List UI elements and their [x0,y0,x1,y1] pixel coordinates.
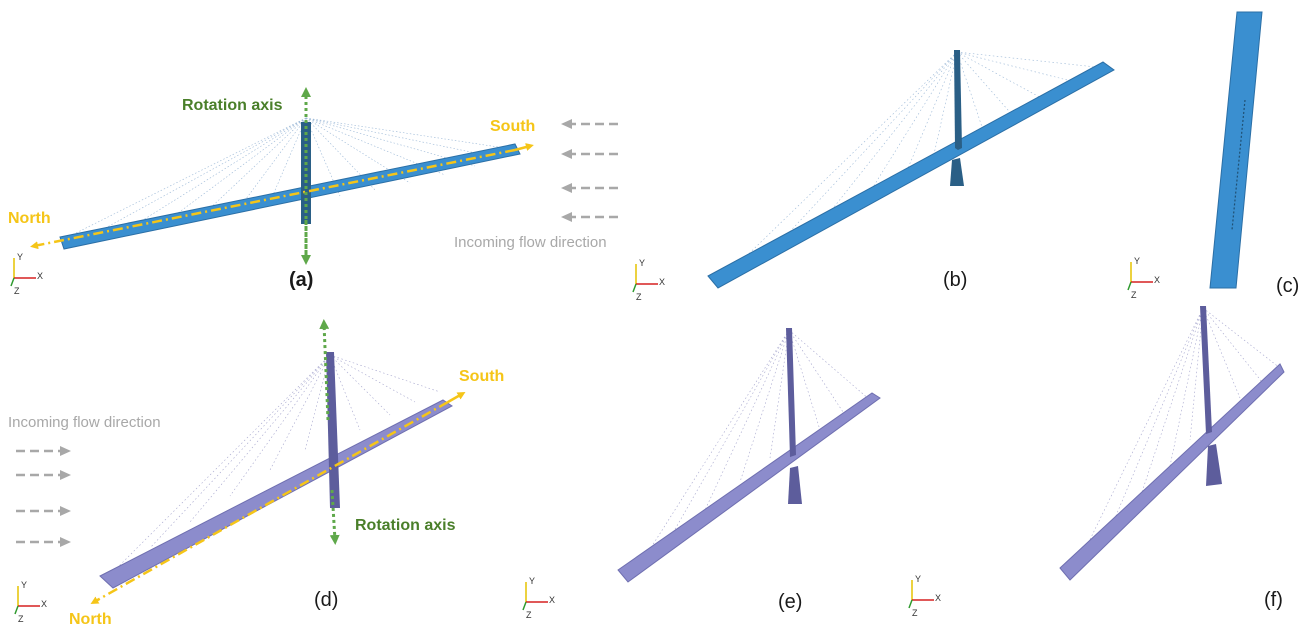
panel-b [707,50,1115,289]
deck-e [617,392,881,583]
triad-b-z: Z [636,292,642,302]
panel-d [90,319,466,604]
triad-e-y: Y [529,576,535,586]
south-north-axis-d [90,400,449,604]
panel-e [617,328,881,583]
triad-a-z: Z [14,286,20,296]
incoming-flow-label-right: Incoming flow direction [454,234,607,251]
north-label-a: North [8,210,51,227]
deck-a [59,143,521,250]
axis-triad-a [10,258,36,287]
panel-label-e: (e) [778,591,803,613]
rotation-axis-label-d: Rotation axis [355,517,456,534]
axis-triad-d [14,586,40,615]
cable-fan-b [729,51,1106,273]
tower-f [1200,306,1212,434]
south-label-d: South [459,368,505,385]
north-label-d: North [69,611,112,628]
triad-f-x: X [935,593,941,603]
rotation-axis-d [319,319,330,421]
axis-triad-c [1127,262,1153,291]
south-arrow-d [447,392,466,404]
south-arrow-a [514,143,534,152]
panel-c [1209,11,1263,289]
deck-f [1059,363,1285,581]
triad-d-z: Z [18,614,24,624]
panel-a [30,87,534,265]
cable-trace-c [1231,99,1246,231]
rotation-axis-label-a: Rotation axis [182,97,283,114]
panel-f [1059,306,1285,581]
axis-triad-f [908,580,934,609]
tower-a [301,122,311,224]
triad-c-z: Z [1131,290,1137,300]
triad-d-y: Y [21,580,27,590]
triad-b-x: X [659,277,665,287]
triad-b-y: Y [639,258,645,268]
deck-c [1209,11,1263,289]
cable-fan-d [109,354,441,576]
cable-fan-f [1079,307,1281,561]
incoming-flow-label-left: Incoming flow direction [8,414,161,431]
axis-triad-e [522,582,548,611]
panel-label-f: (f) [1264,589,1283,611]
triad-f-y: Y [915,574,921,584]
flow-arrows-left [561,119,618,222]
triad-a-x: X [37,271,43,281]
tower-e-lower [788,466,802,504]
panel-label-c: (c) [1276,275,1300,297]
tower-d [326,352,340,508]
flow-arrows-right [16,446,71,547]
south-label-a: South [490,118,536,135]
cable-fan-a [69,117,519,237]
tower-b [954,50,962,150]
triad-a-y: Y [17,252,23,262]
tower-e [786,328,796,457]
south-north-axis-a [30,148,516,250]
panel-label-b: (b) [943,269,968,291]
triad-f-z: Z [912,608,918,618]
panel-label-a: (a) [289,269,314,291]
triad-d-x: X [41,599,47,609]
tower-f-lower [1206,444,1222,486]
deck-b [707,61,1115,289]
triad-e-z: Z [526,610,532,620]
deck-d [99,399,453,589]
cable-fan-e [639,329,871,566]
panel-label-d: (d) [314,589,339,611]
tower-b-lower [950,158,964,186]
triad-c-y: Y [1134,256,1140,266]
rotation-axis-d-bottom [329,489,340,545]
axis-triad-b [632,264,658,293]
triad-c-x: X [1154,275,1160,285]
triad-e-x: X [549,595,555,605]
